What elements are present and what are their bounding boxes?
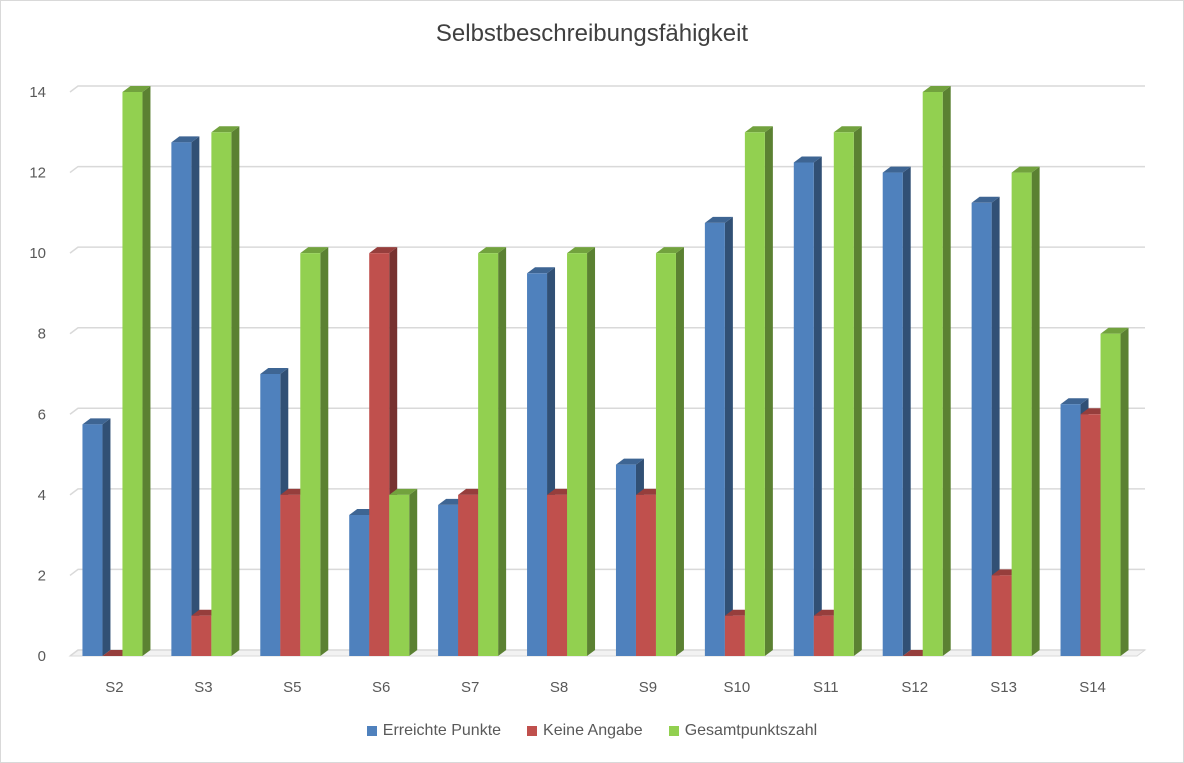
bar-gesamtpunktszahl-s2 [122,86,151,656]
legend-label: Keine Angabe [543,722,643,739]
x-tick-label: S7 [461,679,479,696]
y-tick-label: 12 [29,165,46,182]
legend-item: Keine Angabe [527,722,643,740]
bar-gesamtpunktszahl-s8 [567,247,596,656]
bar-gesamtpunktszahl-s10 [744,126,773,657]
y-tick-label: 6 [38,406,46,423]
gridline [69,85,1145,93]
bar-gesamtpunktszahl-s7 [478,247,507,656]
gridline [69,326,1145,335]
x-tick-label: S14 [1079,679,1106,696]
x-tick-label: S10 [724,679,751,696]
y-tick-label: 8 [38,326,46,343]
bar-erreichte-punkte-s13 [971,196,1000,657]
x-tick-label: S2 [105,679,123,696]
bar-gesamtpunktszahl-s3 [211,126,240,657]
y-tick-label: 14 [29,84,46,101]
legend-item: Erreichte Punkte [366,722,502,740]
bar-gesamtpunktszahl-s9 [655,247,684,656]
bar-gesamtpunktszahl-s11 [833,126,862,657]
x-tick-label: S3 [194,679,212,696]
gridline [69,568,1145,577]
legend-swatch [668,726,679,736]
bar-erreichte-punkte-s3 [171,136,200,656]
bar-gesamtpunktszahl-s12 [922,86,951,656]
legend-swatch [527,726,538,736]
gridline [69,246,1145,254]
gridline [69,407,1145,415]
bar-gesamtpunktszahl-s13 [1011,166,1040,657]
bar-erreichte-punkte-s11 [793,156,822,656]
bar-erreichte-punkte-s2 [82,418,111,656]
chart-legend: Erreichte Punkte Keine Angabe Gesamtpunkts… [0,722,1184,740]
bar-gesamtpunktszahl-s6 [389,488,418,656]
y-tick-label: 10 [29,245,46,262]
x-tick-label: S9 [639,679,657,696]
gridline [69,488,1145,496]
bar-gesamtpunktszahl-s5 [300,247,329,656]
gridline [69,165,1145,174]
legend-item: Gesamtpunktszahl [668,722,818,740]
gridline [69,649,1145,657]
bar-gesamtpunktszahl-s14 [1100,327,1129,656]
y-tick-label: 0 [38,648,46,665]
x-tick-label: S11 [813,679,839,696]
bar-erreichte-punkte-s12 [882,166,911,657]
x-tick-label: S13 [990,679,1017,696]
legend-label: Erreichte Punkte [382,722,502,739]
x-tick-label: S5 [283,679,301,696]
x-tick-label: S8 [550,679,568,696]
x-tick-label: S6 [372,679,390,696]
chart-title: Selbstbeschreibungsfähigkeit [435,20,749,47]
y-tick-label: 4 [38,487,46,504]
legend-label: Gesamtpunktszahl [684,722,818,739]
y-tick-label: 2 [38,567,46,584]
bar-erreichte-punkte-s10 [704,216,733,656]
legend-swatch [366,726,377,736]
x-tick-label: S12 [901,679,928,696]
